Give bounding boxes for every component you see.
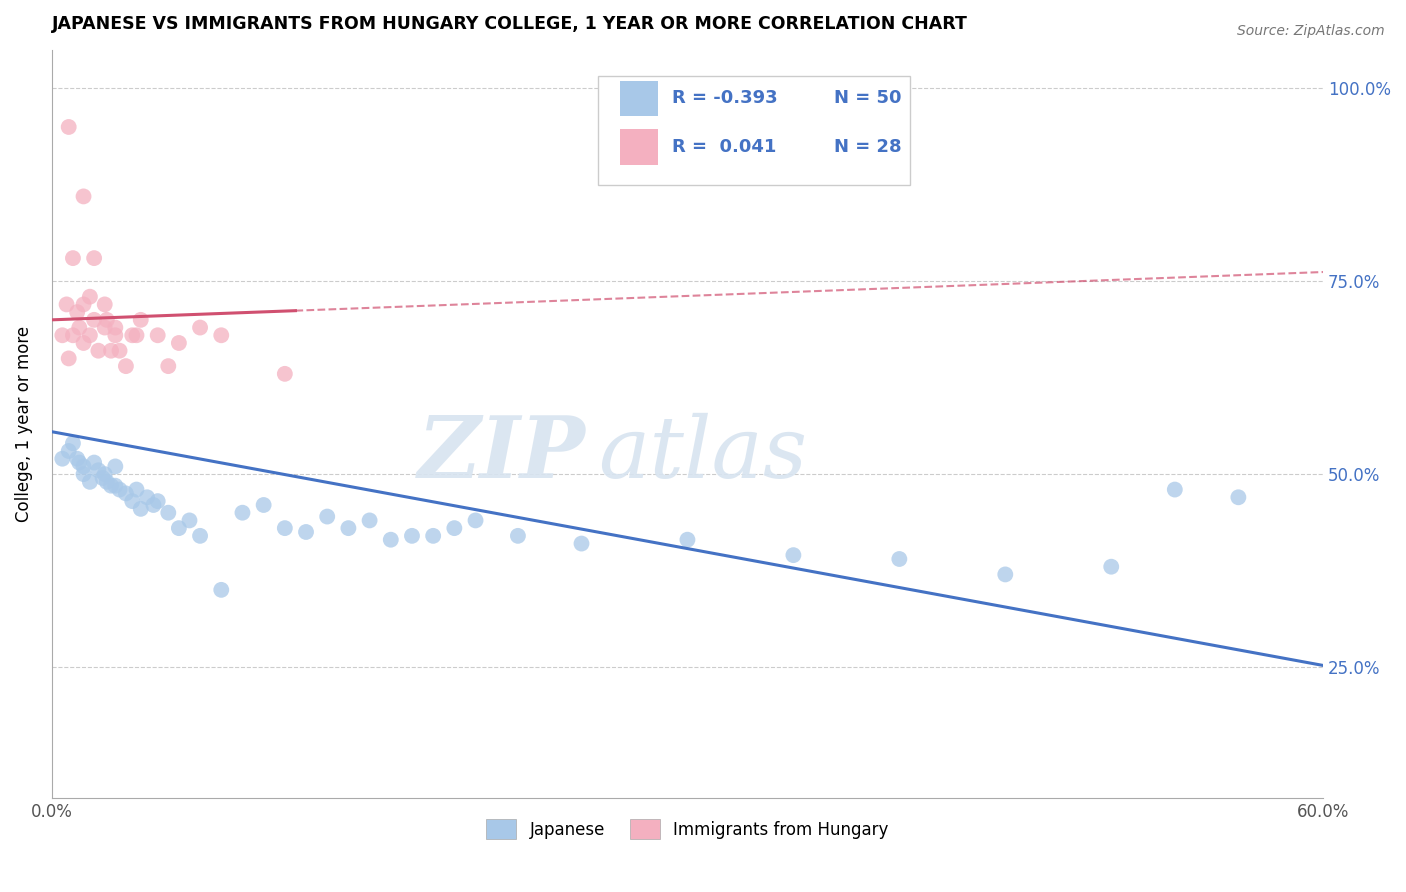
Point [129, 501, 152, 516]
Text: N = 50: N = 50 [834, 89, 901, 107]
Point [91, 471, 114, 485]
Point [274, 367, 297, 381]
Point [676, 533, 699, 547]
Point [115, 486, 138, 500]
Point [209, 328, 232, 343]
Point [506, 529, 529, 543]
Point [121, 494, 143, 508]
Point [157, 359, 180, 373]
Point [62, 251, 84, 265]
Point [104, 320, 127, 334]
Point [79, 328, 101, 343]
Point [125, 328, 148, 343]
Point [104, 479, 127, 493]
Point [83, 456, 105, 470]
Point [994, 567, 1017, 582]
Point [72, 297, 94, 311]
Point [67, 320, 90, 334]
Point [72, 336, 94, 351]
Point [58, 351, 80, 366]
Point [464, 513, 486, 527]
Point [209, 582, 232, 597]
Point [188, 529, 211, 543]
Point [1099, 559, 1122, 574]
Point [179, 513, 201, 527]
Point [100, 479, 122, 493]
Point [231, 506, 253, 520]
Point [58, 120, 80, 134]
Point [72, 467, 94, 482]
Text: JAPANESE VS IMMIGRANTS FROM HUNGARY COLLEGE, 1 YEAR OR MORE CORRELATION CHART: JAPANESE VS IMMIGRANTS FROM HUNGARY COLL… [52, 15, 967, 33]
Point [72, 189, 94, 203]
Point [157, 506, 180, 520]
Point [66, 305, 89, 319]
Point [51, 451, 73, 466]
Point [96, 313, 118, 327]
Point [108, 483, 131, 497]
Point [142, 498, 165, 512]
Text: atlas: atlas [599, 413, 807, 495]
Y-axis label: College, 1 year or more: College, 1 year or more [15, 326, 32, 522]
FancyBboxPatch shape [599, 76, 910, 185]
Point [62, 328, 84, 343]
Point [79, 475, 101, 489]
Point [274, 521, 297, 535]
Point [104, 328, 127, 343]
Point [401, 529, 423, 543]
Point [167, 521, 190, 535]
Point [1164, 483, 1187, 497]
Text: R = -0.393: R = -0.393 [672, 89, 778, 107]
Point [104, 459, 127, 474]
Point [380, 533, 402, 547]
FancyBboxPatch shape [620, 80, 658, 117]
Point [96, 475, 118, 489]
Point [83, 251, 105, 265]
Point [146, 494, 169, 508]
Point [129, 313, 152, 327]
Point [359, 513, 381, 527]
Point [115, 359, 138, 373]
Point [146, 328, 169, 343]
Point [337, 521, 360, 535]
Point [125, 483, 148, 497]
Point [889, 552, 911, 566]
Point [62, 436, 84, 450]
Text: ZIP: ZIP [418, 412, 586, 496]
Point [108, 343, 131, 358]
Point [100, 343, 122, 358]
Point [55, 297, 77, 311]
Point [93, 467, 115, 482]
Text: N = 28: N = 28 [834, 138, 901, 156]
FancyBboxPatch shape [620, 129, 658, 165]
Point [121, 328, 143, 343]
Point [93, 320, 115, 334]
Point [136, 490, 159, 504]
Point [87, 463, 110, 477]
Point [93, 297, 115, 311]
Point [72, 459, 94, 474]
Point [67, 456, 90, 470]
Point [422, 529, 444, 543]
Legend: Japanese, Immigrants from Hungary: Japanese, Immigrants from Hungary [479, 813, 896, 846]
Point [58, 444, 80, 458]
Point [253, 498, 276, 512]
Text: R =  0.041: R = 0.041 [672, 138, 776, 156]
Point [571, 536, 593, 550]
Point [316, 509, 339, 524]
Point [83, 313, 105, 327]
Point [167, 336, 190, 351]
Point [51, 328, 73, 343]
Text: Source: ZipAtlas.com: Source: ZipAtlas.com [1237, 24, 1385, 38]
Point [66, 451, 89, 466]
Point [443, 521, 465, 535]
Point [87, 343, 110, 358]
Point [1227, 490, 1250, 504]
Point [188, 320, 211, 334]
Point [782, 548, 804, 562]
Point [79, 290, 101, 304]
Point [295, 524, 318, 539]
